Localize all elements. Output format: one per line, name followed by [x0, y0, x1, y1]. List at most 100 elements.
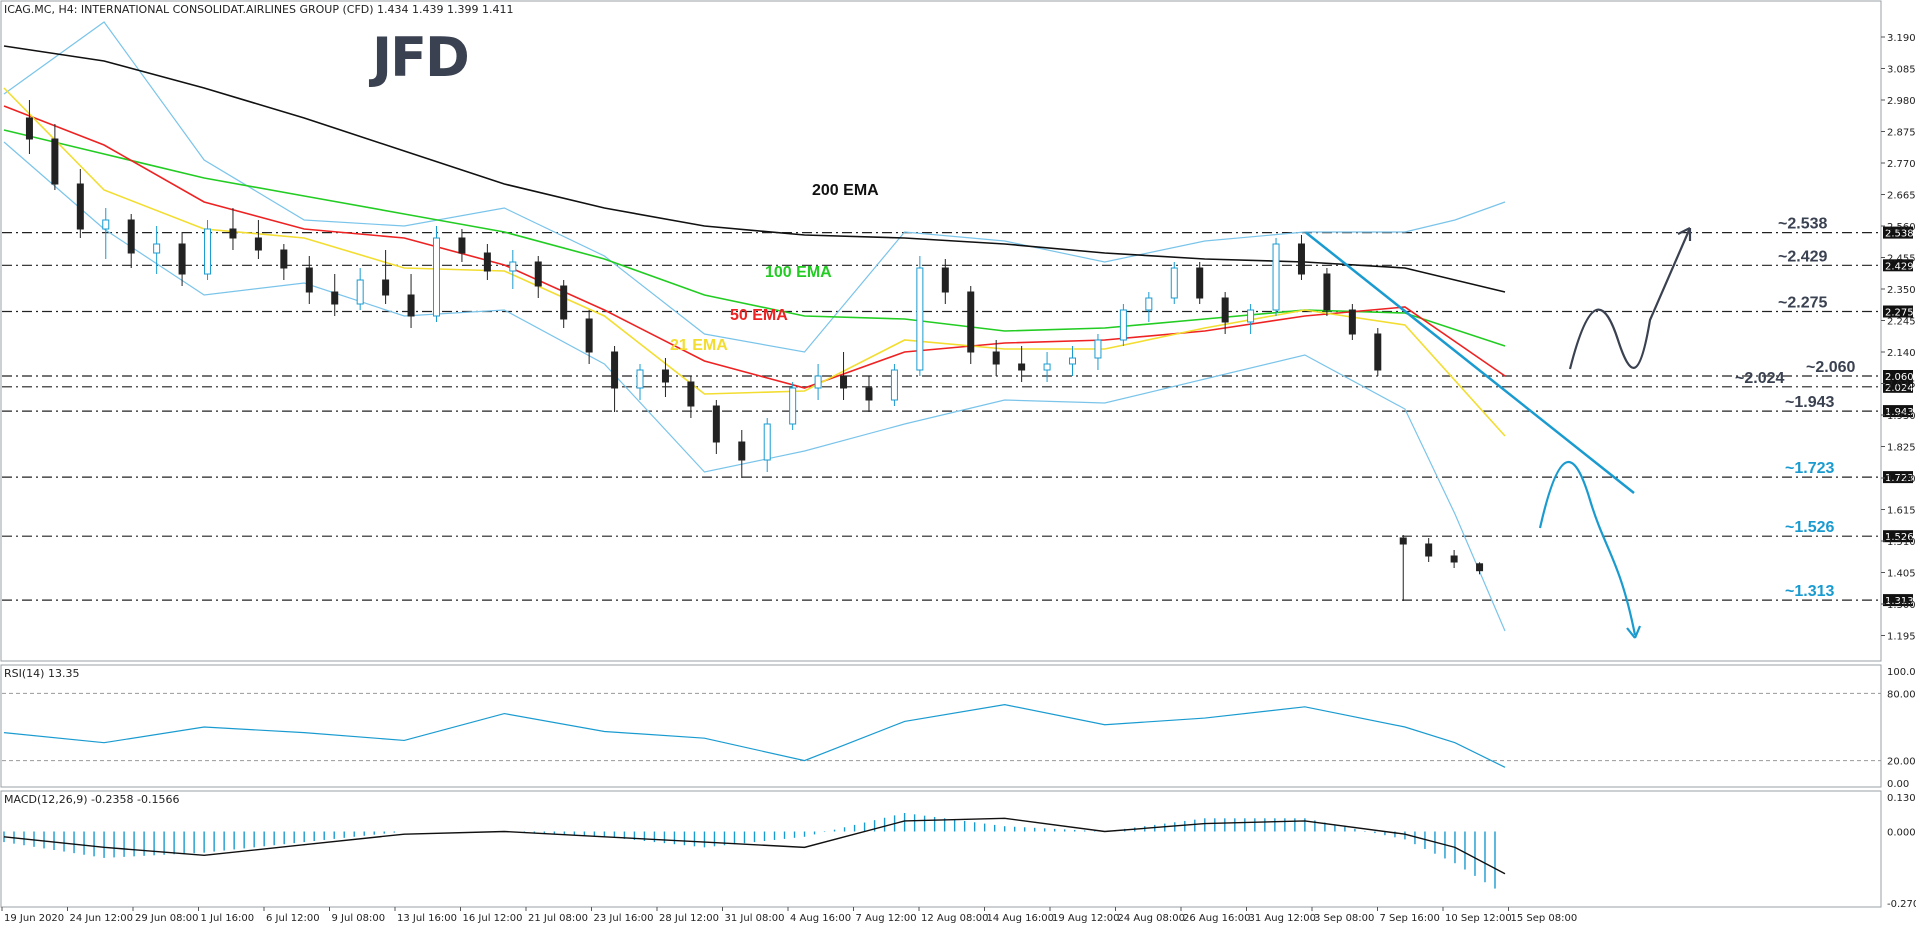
candle-body — [331, 291, 339, 305]
candle-body — [560, 285, 568, 320]
level-box — [1883, 380, 1913, 393]
downtrend-line — [1305, 231, 1635, 494]
candle-body — [382, 279, 390, 296]
candle-body — [1399, 537, 1407, 545]
candle-body — [153, 243, 161, 254]
candle-body — [865, 387, 873, 401]
price-tick-label: 1.720 — [1887, 474, 1916, 485]
price-tick-label: 2.350 — [1887, 285, 1916, 296]
rsi-line — [3, 703, 1506, 768]
price-tick-label: 1.825 — [1887, 443, 1916, 454]
level-box — [1883, 226, 1913, 239]
rsi-title: RSI(14) 13.35 — [4, 667, 79, 680]
macd-tick-label: 0.0000 — [1887, 828, 1916, 839]
candle-body — [229, 228, 237, 239]
candle-body — [763, 423, 771, 461]
bollinger-upper — [3, 21, 1506, 353]
candle-body — [1119, 309, 1127, 341]
arrow-head-down — [1626, 625, 1642, 639]
candle-body — [661, 369, 669, 383]
level-label: ~2.429 — [1778, 248, 1827, 265]
ema-line-100-ema — [3, 129, 1506, 347]
level-box — [1883, 305, 1913, 318]
level-label: ~2.275 — [1778, 295, 1827, 312]
candle-body — [280, 249, 288, 269]
price-tick-label: 3.190 — [1887, 33, 1916, 44]
candle-body — [585, 318, 593, 353]
candle-body — [305, 267, 313, 293]
price-tick-label: 1.510 — [1887, 537, 1916, 548]
candle-body — [1247, 309, 1255, 323]
macd-tick-label: 0.1306 — [1887, 793, 1916, 804]
price-tick-label: 1.930 — [1887, 411, 1916, 422]
x-tick-label: 9 Jul 08:00 — [332, 913, 386, 924]
level-box-label: 2.275 — [1885, 308, 1914, 319]
candle-body — [1425, 543, 1433, 557]
price-tick-label: 2.035 — [1887, 380, 1916, 391]
x-tick-label: 23 Jul 16:00 — [594, 913, 654, 924]
level-label: ~2.538 — [1778, 216, 1827, 233]
price-tick-label: 3.085 — [1887, 65, 1916, 76]
level-box — [1883, 405, 1913, 418]
arrow-head-up — [1677, 227, 1692, 241]
candle-body — [1069, 357, 1077, 365]
rsi-tick-label: 100.00 — [1887, 667, 1916, 678]
ema-line-21-ema — [3, 87, 1506, 437]
candle-body — [687, 381, 695, 407]
x-tick-label: 3 Sep 08:00 — [1314, 913, 1374, 924]
x-tick-label: 26 Aug 16:00 — [1183, 913, 1250, 924]
candle-body — [840, 375, 848, 389]
candle-body — [1323, 273, 1331, 311]
level-box-label: 2.538 — [1885, 229, 1914, 240]
candle-body — [458, 237, 466, 254]
level-label: ~1.943 — [1785, 394, 1834, 411]
price-tick-label: 2.140 — [1887, 348, 1916, 359]
x-tick-label: 31 Aug 12:00 — [1249, 913, 1316, 924]
price-tick-label: 1.405 — [1887, 569, 1916, 580]
candle-body — [509, 261, 517, 272]
candle-body — [102, 219, 110, 230]
x-tick-label: 28 Jul 12:00 — [659, 913, 719, 924]
candle-body — [407, 294, 415, 317]
chart-header: ICAG.MC, H4: INTERNATIONAL CONSOLIDAT.AI… — [4, 3, 514, 16]
ema-annotation: 200 EMA — [812, 182, 879, 199]
level-box-label: 2.024 — [1885, 383, 1914, 394]
price-panel-frame — [0, 0, 1882, 662]
x-tick-label: 24 Jun 12:00 — [70, 913, 134, 924]
x-tick-label: 19 Jun 2020 — [4, 913, 64, 924]
candle-body — [254, 237, 262, 251]
level-box — [1883, 259, 1913, 272]
x-tick-label: 14 Aug 16:00 — [987, 913, 1054, 924]
x-tick-label: 13 Jul 16:00 — [397, 913, 457, 924]
x-tick-label: 31 Jul 08:00 — [725, 913, 785, 924]
price-tick-label: 2.665 — [1887, 191, 1916, 202]
rsi-panel-frame — [0, 664, 1882, 788]
x-tick-label: 24 Aug 08:00 — [1118, 913, 1185, 924]
candle-body — [178, 243, 186, 275]
x-tick-label: 16 Jul 12:00 — [463, 913, 523, 924]
candle-body — [992, 351, 1000, 365]
x-tick-label: 1 Jul 16:00 — [201, 913, 255, 924]
candle-body — [1272, 243, 1280, 311]
candle-body — [1018, 363, 1026, 371]
ema-line-200-ema — [3, 45, 1506, 293]
candle-body — [789, 387, 797, 425]
macd-panel-frame — [0, 790, 1882, 908]
ema-line-50-ema — [3, 105, 1506, 389]
candle-body — [814, 375, 822, 389]
candle-body — [916, 267, 924, 371]
level-box — [1883, 471, 1913, 484]
candle-body — [25, 117, 33, 140]
x-tick-label: 10 Sep 12:00 — [1445, 913, 1512, 924]
candle-body — [1043, 363, 1051, 371]
price-tick-label: 1.195 — [1887, 632, 1916, 643]
candle-body — [1297, 243, 1305, 275]
candle-body — [356, 279, 364, 305]
level-label: ~2.060 — [1806, 359, 1855, 376]
candle-body — [1476, 563, 1484, 572]
candle-body — [1170, 267, 1178, 299]
x-tick-label: 21 Jul 08:00 — [528, 913, 588, 924]
candle-body — [890, 369, 898, 401]
